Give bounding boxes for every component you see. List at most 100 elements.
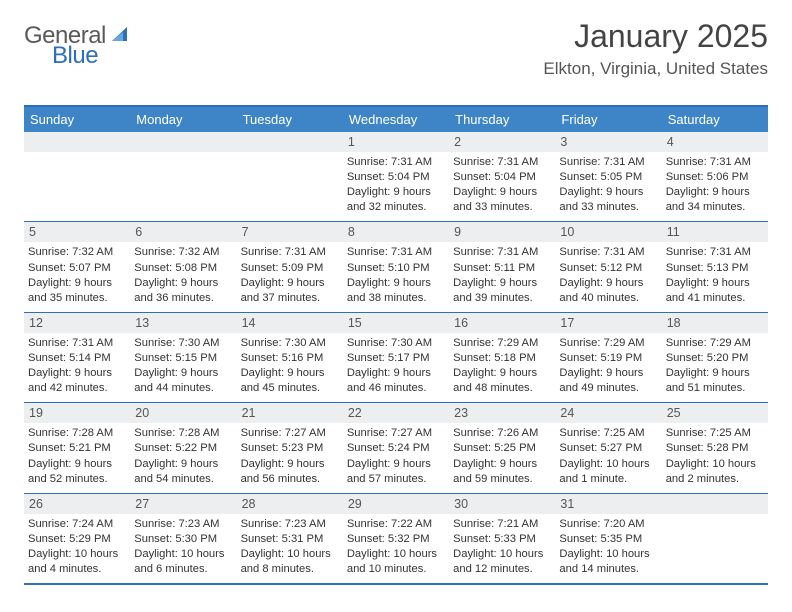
daylight-line: Daylight: 9 hours and 49 minutes.	[559, 366, 657, 396]
day-number: 2	[449, 132, 555, 152]
sunset-label: Sunset:	[453, 171, 491, 183]
day-details: Sunrise: 7:25 AMSunset: 5:28 PMDaylight:…	[666, 426, 764, 486]
day-details: Sunrise: 7:31 AMSunset: 5:12 PMDaylight:…	[559, 245, 657, 305]
sunset-line: Sunset: 5:25 PM	[453, 441, 551, 456]
sunrise-label: Sunrise:	[666, 427, 707, 439]
sunset-line: Sunset: 5:16 PM	[241, 351, 339, 366]
day-details: Sunrise: 7:24 AMSunset: 5:29 PMDaylight:…	[28, 517, 126, 577]
sunrise-label: Sunrise:	[559, 337, 600, 349]
day-number: 18	[662, 313, 768, 333]
daylight-label: Daylight:	[666, 367, 710, 379]
daylight-label: Daylight:	[559, 548, 603, 560]
day-details: Sunrise: 7:29 AMSunset: 5:18 PMDaylight:…	[453, 336, 551, 396]
day-number	[237, 132, 343, 152]
sunrise-line: Sunrise: 7:31 AM	[666, 155, 764, 170]
sunset-label: Sunset:	[241, 352, 279, 364]
sunset-value: 5:27 PM	[600, 442, 642, 454]
sunrise-value: 7:21 AM	[497, 518, 538, 530]
sunset-value: 5:33 PM	[494, 533, 536, 545]
sunset-value: 5:14 PM	[69, 352, 111, 364]
sunset-line: Sunset: 5:07 PM	[28, 261, 126, 276]
sunrise-label: Sunrise:	[453, 337, 494, 349]
sunset-value: 5:16 PM	[282, 352, 324, 364]
daylight-line: Daylight: 9 hours and 36 minutes.	[134, 276, 232, 306]
sunrise-label: Sunrise:	[28, 427, 69, 439]
sunrise-line: Sunrise: 7:27 AM	[347, 426, 445, 441]
sunrise-line: Sunrise: 7:29 AM	[559, 336, 657, 351]
day-details: Sunrise: 7:31 AMSunset: 5:04 PMDaylight:…	[347, 155, 445, 215]
sunrise-value: 7:31 AM	[497, 246, 538, 258]
sail-icon	[110, 24, 130, 49]
sunrise-label: Sunrise:	[241, 246, 282, 258]
sunrise-label: Sunrise:	[666, 156, 707, 168]
sunset-value: 5:23 PM	[282, 442, 324, 454]
week-row: 19Sunrise: 7:28 AMSunset: 5:21 PMDayligh…	[24, 403, 768, 493]
sunset-line: Sunset: 5:06 PM	[666, 170, 764, 185]
day-cell-blank	[24, 132, 130, 221]
sunset-value: 5:10 PM	[388, 262, 430, 274]
sunset-label: Sunset:	[28, 352, 66, 364]
sunrise-value: 7:31 AM	[497, 156, 538, 168]
daylight-label: Daylight:	[559, 367, 603, 379]
sunrise-value: 7:31 AM	[604, 246, 645, 258]
sunset-label: Sunset:	[666, 352, 704, 364]
page-header: General January 2025 Elkton, Virginia, U…	[24, 18, 768, 79]
dow-monday: Monday	[130, 107, 236, 132]
daylight-label: Daylight:	[241, 277, 285, 289]
sunset-line: Sunset: 5:20 PM	[666, 351, 764, 366]
day-number: 7	[237, 222, 343, 242]
dow-wednesday: Wednesday	[343, 107, 449, 132]
day-cell: 15Sunrise: 7:30 AMSunset: 5:17 PMDayligh…	[343, 313, 449, 402]
sunset-label: Sunset:	[559, 442, 597, 454]
day-number: 30	[449, 494, 555, 514]
day-number: 17	[555, 313, 661, 333]
sunrise-value: 7:32 AM	[178, 246, 219, 258]
day-details: Sunrise: 7:23 AMSunset: 5:30 PMDaylight:…	[134, 517, 232, 577]
daylight-label: Daylight:	[134, 548, 178, 560]
sunset-line: Sunset: 5:30 PM	[134, 532, 232, 547]
sunset-line: Sunset: 5:27 PM	[559, 441, 657, 456]
daylight-label: Daylight:	[241, 367, 285, 379]
day-cell-blank	[237, 132, 343, 221]
sunset-value: 5:29 PM	[69, 533, 111, 545]
day-cell: 23Sunrise: 7:26 AMSunset: 5:25 PMDayligh…	[449, 403, 555, 492]
sunset-value: 5:30 PM	[175, 533, 217, 545]
day-details: Sunrise: 7:30 AMSunset: 5:15 PMDaylight:…	[134, 336, 232, 396]
sunset-label: Sunset:	[666, 442, 704, 454]
daylight-line: Daylight: 9 hours and 52 minutes.	[28, 457, 126, 487]
sunrise-line: Sunrise: 7:30 AM	[241, 336, 339, 351]
day-number: 4	[662, 132, 768, 152]
location: Elkton, Virginia, United States	[543, 59, 768, 79]
day-cell: 16Sunrise: 7:29 AMSunset: 5:18 PMDayligh…	[449, 313, 555, 402]
sunrise-value: 7:31 AM	[710, 156, 751, 168]
sunset-line: Sunset: 5:32 PM	[347, 532, 445, 547]
month-title: January 2025	[543, 18, 768, 55]
sunset-label: Sunset:	[559, 352, 597, 364]
sunrise-label: Sunrise:	[559, 427, 600, 439]
day-number	[130, 132, 236, 152]
sunset-label: Sunset:	[241, 442, 279, 454]
day-cell: 22Sunrise: 7:27 AMSunset: 5:24 PMDayligh…	[343, 403, 449, 492]
day-details: Sunrise: 7:25 AMSunset: 5:27 PMDaylight:…	[559, 426, 657, 486]
daylight-line: Daylight: 10 hours and 8 minutes.	[241, 547, 339, 577]
sunrise-line: Sunrise: 7:21 AM	[453, 517, 551, 532]
daylight-label: Daylight:	[241, 458, 285, 470]
daylight-line: Daylight: 9 hours and 45 minutes.	[241, 366, 339, 396]
sunrise-label: Sunrise:	[134, 337, 175, 349]
day-number: 12	[24, 313, 130, 333]
sunrise-label: Sunrise:	[134, 518, 175, 530]
sunset-line: Sunset: 5:13 PM	[666, 261, 764, 276]
sunset-line: Sunset: 5:05 PM	[559, 170, 657, 185]
day-number: 25	[662, 403, 768, 423]
day-number	[662, 494, 768, 514]
day-details: Sunrise: 7:29 AMSunset: 5:19 PMDaylight:…	[559, 336, 657, 396]
day-number	[24, 132, 130, 152]
sunset-label: Sunset:	[453, 442, 491, 454]
sunset-label: Sunset:	[347, 442, 385, 454]
day-details: Sunrise: 7:30 AMSunset: 5:17 PMDaylight:…	[347, 336, 445, 396]
sunrise-line: Sunrise: 7:23 AM	[241, 517, 339, 532]
sunrise-value: 7:25 AM	[604, 427, 645, 439]
day-cell: 30Sunrise: 7:21 AMSunset: 5:33 PMDayligh…	[449, 494, 555, 583]
day-details: Sunrise: 7:20 AMSunset: 5:35 PMDaylight:…	[559, 517, 657, 577]
sunrise-line: Sunrise: 7:32 AM	[28, 245, 126, 260]
